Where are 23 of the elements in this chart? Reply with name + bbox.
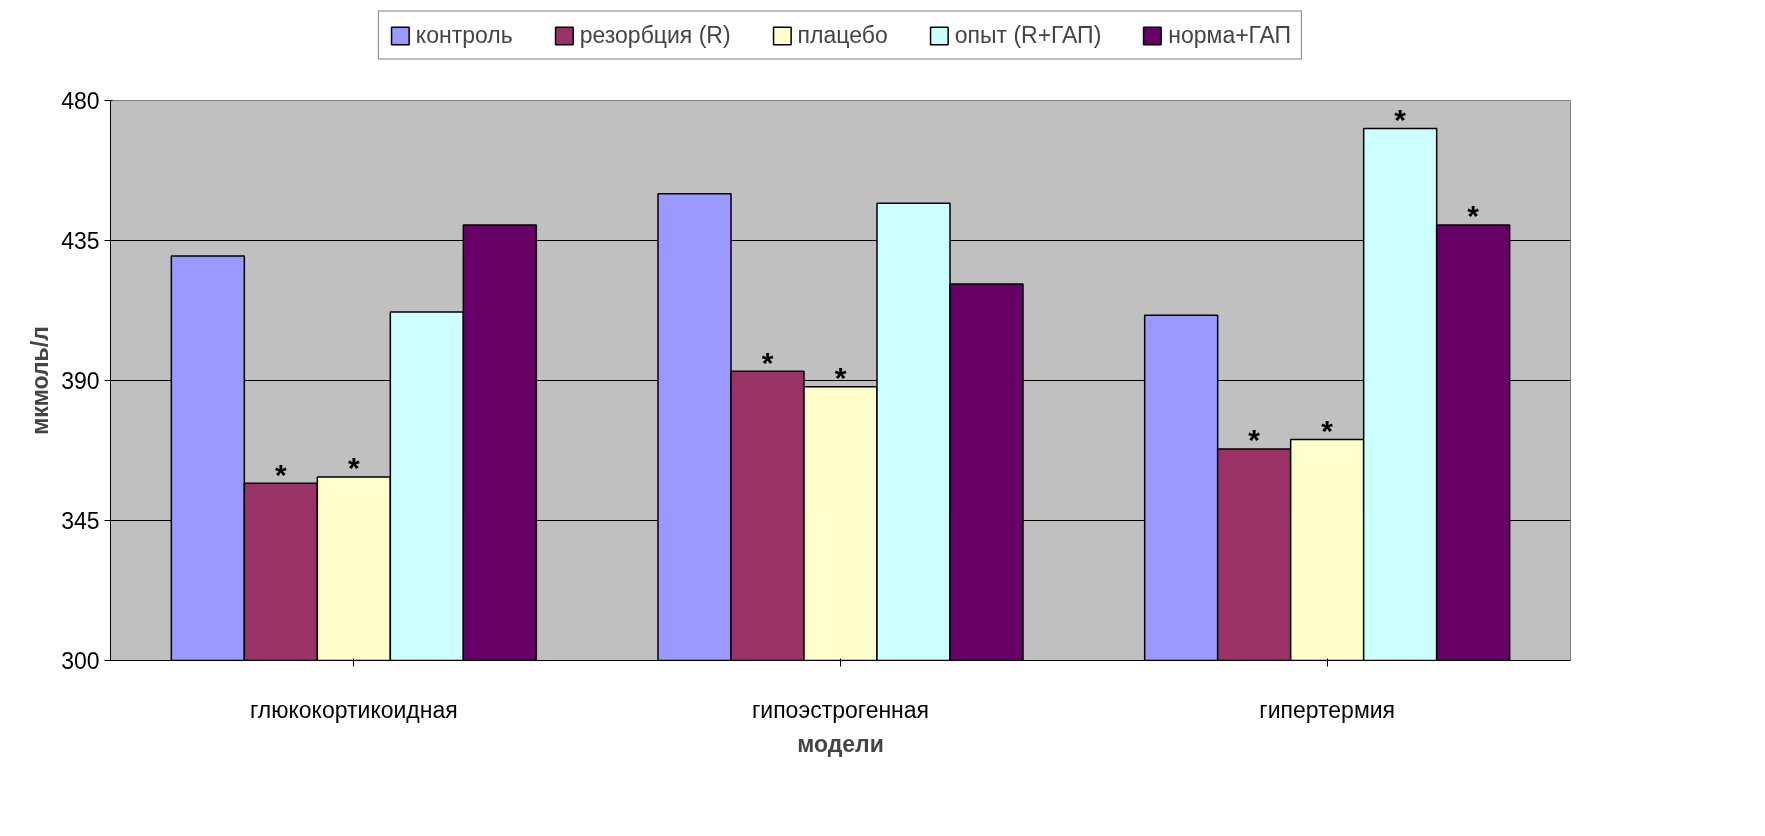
data-label: * — [1467, 199, 1480, 233]
legend-label: плацебо — [797, 21, 888, 49]
data-label: * — [834, 361, 847, 395]
data-label: * — [1394, 103, 1407, 136]
x-tick-label: глюкокортикоидная — [249, 696, 458, 723]
x-tick-label: гипоэстрогенная — [751, 696, 930, 723]
data-label: * — [275, 457, 287, 491]
y-tick-label: 435 — [61, 228, 100, 254]
data-label: * — [761, 345, 774, 379]
x-tick-label: гипертермия — [1259, 696, 1396, 723]
data-label: * — [348, 451, 360, 485]
x-axis-title: модели — [797, 730, 884, 757]
y-tick-label: 345 — [61, 508, 100, 534]
legend-label: контроль — [415, 21, 513, 49]
data-label: * — [1321, 414, 1334, 448]
legend-label: норма+ГАП — [1168, 21, 1292, 49]
data-label: * — [1248, 423, 1261, 457]
legend-label: опыт (R+ГАП) — [954, 21, 1102, 49]
y-axis-title: мкмоль/л — [27, 326, 54, 435]
y-tick-label: 390 — [61, 368, 100, 394]
legend-label: резорбция (R) — [579, 21, 731, 49]
y-tick-label: 300 — [61, 648, 100, 674]
y-tick-label: 480 — [61, 88, 100, 114]
